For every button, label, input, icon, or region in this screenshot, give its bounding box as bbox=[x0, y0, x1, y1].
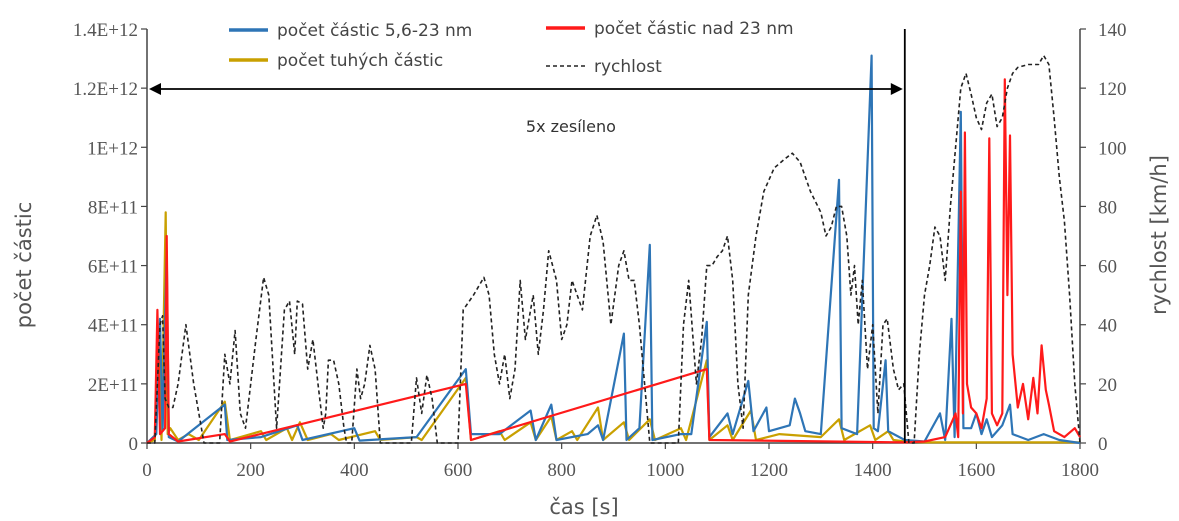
legend-label-0: počet částic 5,6-23 nm bbox=[277, 21, 472, 41]
range-arrow-right-head bbox=[890, 83, 903, 95]
y-tick-label: 4E+11 bbox=[88, 316, 138, 337]
series-line-2 bbox=[146, 211, 1080, 445]
y-tick-label: 8E+11 bbox=[88, 197, 138, 218]
series-layer bbox=[146, 54, 1081, 445]
y2-tick-label: 120 bbox=[1098, 79, 1127, 100]
y-tick-label: 2E+11 bbox=[88, 375, 138, 396]
range-arrow-left-head bbox=[149, 83, 161, 95]
legend: počet částic 5,6-23 nm počet částic nad 2… bbox=[229, 19, 794, 77]
legend-label-3: rychlost bbox=[594, 57, 662, 77]
series-line-0 bbox=[146, 54, 1081, 445]
series-line-3 bbox=[147, 54, 1081, 444]
y2-tick-label: 80 bbox=[1098, 197, 1117, 218]
y2-axis-title: rychlost [km/h] bbox=[1147, 155, 1171, 315]
y2-tick-label: 140 bbox=[1098, 20, 1127, 41]
annotation-text: 5x zesíleno bbox=[526, 117, 616, 136]
y-tick-label: 1.4E+12 bbox=[73, 20, 138, 41]
y-tick-label: 0 bbox=[129, 434, 139, 455]
legend-label-2: počet tuhých částic bbox=[277, 51, 443, 71]
y2-tick-label: 100 bbox=[1098, 138, 1127, 159]
y2-tick-label: 40 bbox=[1098, 316, 1117, 337]
x-tick-label: 800 bbox=[547, 460, 576, 481]
y2-tick-label: 20 bbox=[1098, 375, 1117, 396]
y2-tick-label: 60 bbox=[1098, 257, 1117, 278]
y2-tick-label: 0 bbox=[1098, 434, 1108, 455]
x-tick-label: 1000 bbox=[646, 460, 684, 481]
y-tick-label: 1.2E+12 bbox=[73, 79, 138, 100]
x-tick-label: 200 bbox=[236, 460, 265, 481]
x-axis-title: čas [s] bbox=[549, 495, 618, 519]
legend-label-1: počet částic nad 23 nm bbox=[594, 19, 794, 39]
x-tick-label: 1600 bbox=[957, 460, 995, 481]
y-tick-label: 1E+12 bbox=[87, 138, 138, 159]
x-tick-label: 600 bbox=[444, 460, 473, 481]
x-tick-label: 1800 bbox=[1061, 460, 1099, 481]
axes: 0 200 400 600 800 1000 1200 1400 1600 180002E+114… bbox=[73, 20, 1127, 481]
y-tick-label: 6E+11 bbox=[88, 257, 138, 278]
x-tick-label: 0 bbox=[142, 460, 152, 481]
x-tick-label: 400 bbox=[340, 460, 369, 481]
y-axis-title: počet částic bbox=[12, 202, 36, 329]
x-tick-label: 1200 bbox=[750, 460, 788, 481]
series-line-1 bbox=[146, 78, 1081, 444]
x-tick-label: 1400 bbox=[854, 460, 892, 481]
annotation-layer: 5x zesíleno bbox=[149, 29, 906, 443]
